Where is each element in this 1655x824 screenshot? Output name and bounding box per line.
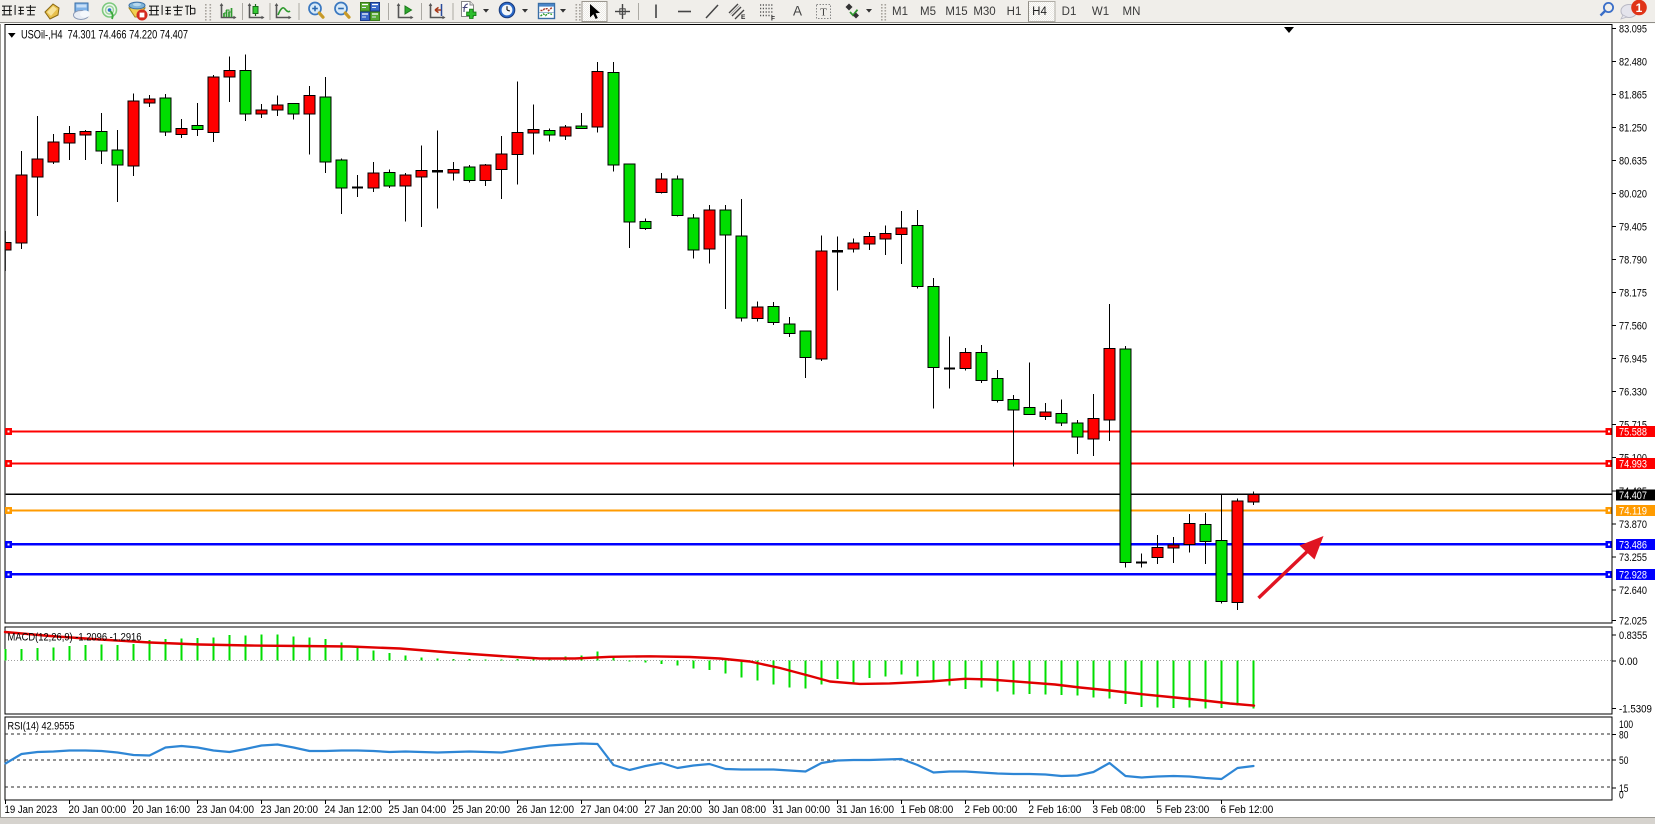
svg-text:2 Feb 16:00: 2 Feb 16:00 (1029, 804, 1082, 816)
svg-text:M30: M30 (973, 6, 995, 18)
svg-text:19 Jan 2023: 19 Jan 2023 (5, 804, 58, 816)
svg-text:F: F (771, 16, 775, 23)
svg-text:M5: M5 (920, 6, 936, 18)
svg-text:27 Jan 20:00: 27 Jan 20:00 (645, 804, 703, 816)
svg-text:50: 50 (1619, 755, 1628, 767)
svg-text:E: E (741, 14, 746, 21)
svg-text:1: 1 (1636, 1, 1643, 15)
svg-text:20 Jan 00:00: 20 Jan 00:00 (69, 804, 127, 816)
svg-text:72.928: 72.928 (1619, 569, 1647, 581)
svg-text:H4: H4 (1032, 6, 1047, 18)
svg-text:M15: M15 (945, 6, 967, 18)
svg-text:1 Feb 08:00: 1 Feb 08:00 (901, 804, 954, 816)
svg-text:26 Jan 12:00: 26 Jan 12:00 (517, 804, 575, 816)
svg-text:81.865: 81.865 (1619, 89, 1647, 101)
svg-text:31 Jan 16:00: 31 Jan 16:00 (837, 804, 895, 816)
svg-text:73.255: 73.255 (1619, 552, 1647, 564)
svg-text:0: 0 (1619, 790, 1624, 802)
svg-text:75.588: 75.588 (1619, 427, 1647, 439)
svg-text:73.870: 73.870 (1619, 519, 1647, 531)
svg-text:H1: H1 (1007, 6, 1022, 18)
svg-text:100: 100 (1619, 719, 1633, 731)
svg-text:M1: M1 (892, 6, 908, 18)
svg-text:74.407: 74.407 (1619, 490, 1647, 502)
svg-text:24 Jan 12:00: 24 Jan 12:00 (325, 804, 383, 816)
svg-text:72.640: 72.640 (1619, 585, 1647, 597)
svg-text:-1.5309: -1.5309 (1619, 703, 1652, 715)
svg-text:RSI(14) 42.9555: RSI(14) 42.9555 (8, 721, 75, 733)
svg-text:3 Feb 08:00: 3 Feb 08:00 (1093, 804, 1146, 816)
svg-text:31 Jan 00:00: 31 Jan 00:00 (773, 804, 831, 816)
svg-text:80: 80 (1619, 730, 1628, 742)
svg-text:W1: W1 (1092, 6, 1109, 18)
svg-text:15: 15 (1619, 783, 1628, 795)
svg-text:25 Jan 04:00: 25 Jan 04:00 (389, 804, 447, 816)
svg-text:0.8355: 0.8355 (1619, 630, 1647, 642)
svg-text:74.993: 74.993 (1619, 458, 1647, 470)
svg-text:73.486: 73.486 (1619, 539, 1647, 551)
svg-text:USOil-,H4 74.301 74.466 74.22: USOil-,H4 74.301 74.466 74.220 74.407 (21, 28, 188, 42)
svg-text:72.025: 72.025 (1619, 616, 1647, 628)
svg-text:78.790: 78.790 (1619, 255, 1647, 267)
svg-text:80.020: 80.020 (1619, 189, 1647, 201)
svg-text:76.945: 76.945 (1619, 354, 1647, 366)
svg-text:D1: D1 (1062, 6, 1077, 18)
svg-text:25 Jan 20:00: 25 Jan 20:00 (453, 804, 511, 816)
svg-text:76.330: 76.330 (1619, 387, 1647, 399)
svg-text:79.405: 79.405 (1619, 222, 1647, 234)
svg-text:30 Jan 08:00: 30 Jan 08:00 (709, 804, 767, 816)
svg-text:23 Jan 04:00: 23 Jan 04:00 (197, 804, 255, 816)
svg-text:MN: MN (1123, 6, 1141, 18)
svg-text:78.175: 78.175 (1619, 288, 1647, 300)
svg-text:2 Feb 00:00: 2 Feb 00:00 (965, 804, 1018, 816)
svg-text:0.00: 0.00 (1619, 656, 1638, 668)
svg-text:6 Feb 12:00: 6 Feb 12:00 (1221, 804, 1274, 816)
svg-text:80.635: 80.635 (1619, 156, 1647, 168)
svg-text:23 Jan 20:00: 23 Jan 20:00 (261, 804, 319, 816)
svg-text:77.560: 77.560 (1619, 321, 1647, 333)
svg-text:27 Jan 04:00: 27 Jan 04:00 (581, 804, 639, 816)
svg-text:5 Feb 23:00: 5 Feb 23:00 (1157, 804, 1210, 816)
svg-text:83.095: 83.095 (1619, 23, 1647, 35)
svg-text:T: T (820, 7, 827, 19)
svg-text:81.250: 81.250 (1619, 122, 1647, 134)
svg-text:MACD(12,26,9) -1.2096 -1.2916: MACD(12,26,9) -1.2096 -1.2916 (8, 632, 142, 644)
svg-text:20 Jan 16:00: 20 Jan 16:00 (133, 804, 191, 816)
svg-text:A: A (793, 4, 802, 19)
svg-text:74.119: 74.119 (1619, 505, 1647, 517)
svg-text:82.480: 82.480 (1619, 56, 1647, 68)
